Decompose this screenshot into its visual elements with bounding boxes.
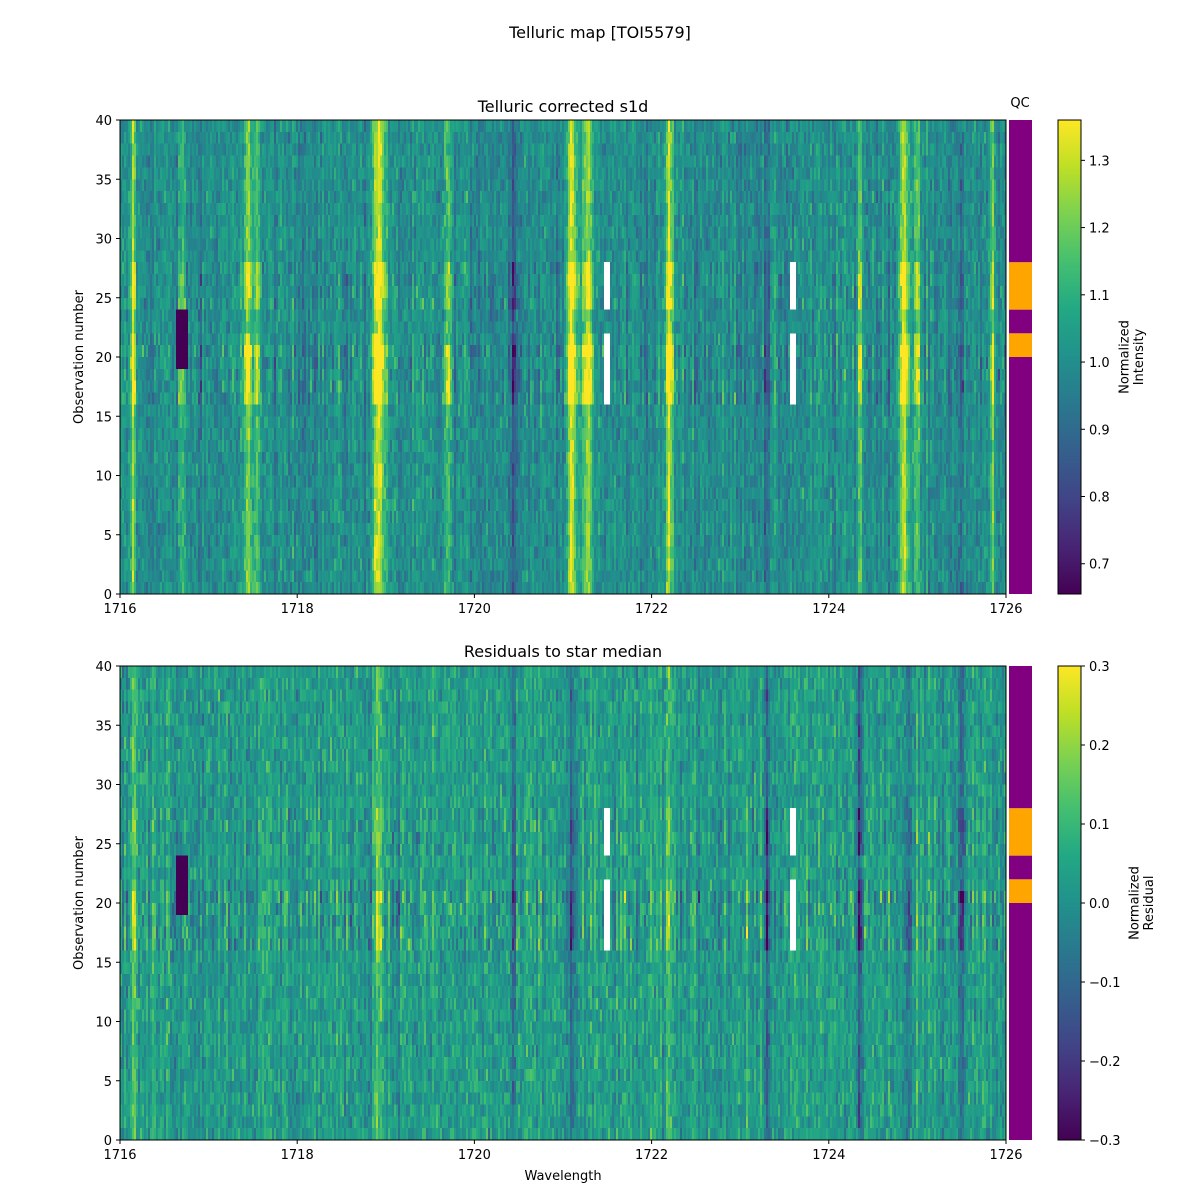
qc-segment-pass [1009, 120, 1032, 263]
qc-strip-bottom [1009, 666, 1032, 1140]
x-tick-label: 1720 [458, 602, 491, 617]
x-tick-label: 1722 [635, 1148, 668, 1163]
panel-telluric-corrected: Telluric corrected s1d 1716 1718 1720 1722 1… [72, 96, 1147, 617]
y-axis-label: Observation number [72, 289, 87, 424]
colorbar-tick-label: 0.8 [1089, 491, 1110, 506]
x-tick-label: 1720 [458, 1148, 491, 1163]
colorbar-label-line: Intensity [1132, 328, 1147, 385]
y-tick-label: 15 [95, 956, 112, 971]
colorbar-gradient [1057, 665, 1082, 1141]
heatmap-telluric-corrected [120, 120, 1006, 594]
y-tick-label: 15 [95, 410, 112, 425]
qc-segment-pass [1009, 309, 1032, 334]
y-tick-label: 40 [95, 660, 112, 675]
colorbar-tick-label: 0.3 [1089, 660, 1110, 675]
colorbar-tick-label: −0.2 [1089, 1055, 1121, 1070]
x-tick-label: 1718 [281, 602, 314, 617]
x-tick-label: 1726 [989, 602, 1022, 617]
heatmap-residuals [120, 666, 1006, 1140]
colorbar-tick-label: −0.3 [1089, 1134, 1121, 1149]
panel-title: Telluric corrected s1d [477, 97, 649, 116]
qc-strip-top [1009, 120, 1032, 594]
panel-title: Residuals to star median [464, 642, 662, 661]
colorbar-gradient [1057, 119, 1082, 595]
y-tick-label: 25 [95, 838, 112, 853]
x-tick-label: 1722 [635, 602, 668, 617]
colorbar-tick-label: 1.1 [1089, 289, 1110, 304]
colorbar-tick-label: 1.0 [1089, 356, 1110, 371]
y-tick-label: 20 [95, 897, 112, 912]
y-tick-label: 30 [95, 233, 112, 248]
colorbar-label-line: Residual [1142, 876, 1157, 931]
colorbar-label: NormalizedResidual [1128, 866, 1157, 940]
qc-segment-pass [1009, 357, 1032, 594]
qc-segment-pass [1009, 666, 1032, 809]
colorbar-label-line: Normalized [1118, 320, 1133, 394]
heatmap-image [120, 120, 1006, 594]
y-tick-label: 25 [95, 292, 112, 307]
colorbar-residual: −0.3 −0.2 −0.1 0.0 0.1 0.2 0.3 NormalizedResidu… [1057, 660, 1157, 1149]
y-axis-label: Observation number [72, 835, 87, 970]
figure-suptitle: Telluric map [TOI5579] [508, 23, 691, 42]
colorbar-tick-label: 0.0 [1089, 897, 1110, 912]
x-tick-label: 1726 [989, 1148, 1022, 1163]
colorbar-tick-label: 0.1 [1089, 818, 1110, 833]
y-tick-label: 35 [95, 719, 112, 734]
colorbar-tick-label: 0.7 [1089, 558, 1110, 573]
x-tick-label: 1716 [103, 1148, 136, 1163]
x-tick-label: 1716 [103, 602, 136, 617]
axes-telluric-corrected: 1716 1718 1720 1722 1724 1726 0 5 10 15 20 25 30 35 40 [95, 114, 1022, 617]
x-tick-label: 1724 [812, 602, 845, 617]
x-tick-label: 1718 [281, 1148, 314, 1163]
heatmap-image [120, 666, 1006, 1140]
colorbar-tick-label: 1.2 [1089, 222, 1110, 237]
y-tick-label: 0 [104, 1134, 112, 1149]
y-tick-label: 20 [95, 351, 112, 366]
qc-segment-pass [1009, 855, 1032, 880]
colorbar-tick-label: 0.9 [1089, 423, 1110, 438]
y-tick-label: 10 [95, 1016, 112, 1031]
axes-residuals: 1716 1718 1720 1722 1724 1726 0 5 10 15 20 25 30 35 40 [95, 660, 1022, 1163]
colorbar-tick-label: −0.1 [1089, 976, 1121, 991]
qc-segment-pass [1009, 903, 1032, 1140]
qc-segment-warn [1009, 808, 1032, 856]
y-tick-label: 30 [95, 779, 112, 794]
y-tick-label: 10 [95, 470, 112, 485]
qc-segment-warn [1009, 262, 1032, 310]
y-tick-label: 5 [104, 1075, 112, 1090]
qc-label: QC [1010, 96, 1029, 111]
qc-segment-warn [1009, 879, 1032, 903]
y-tick-label: 5 [104, 529, 112, 544]
panel-residuals: Residuals to star median 1716 1718 1720 172… [72, 642, 1157, 1184]
x-tick-label: 1724 [812, 1148, 845, 1163]
colorbar-intensity: 0.7 0.8 0.9 1.0 1.1 1.2 1.3 NormalizedIntensity [1057, 119, 1147, 595]
y-tick-label: 35 [95, 173, 112, 188]
qc-segment-warn [1009, 333, 1032, 357]
colorbar-tick-label: 1.3 [1089, 154, 1110, 169]
colorbar-tick-label: 0.2 [1089, 739, 1110, 754]
colorbar-label: NormalizedIntensity [1118, 320, 1147, 394]
y-tick-label: 40 [95, 114, 112, 129]
colorbar-label-line: Normalized [1128, 866, 1143, 940]
x-axis-label: Wavelength [524, 1169, 601, 1184]
y-tick-label: 0 [104, 588, 112, 603]
